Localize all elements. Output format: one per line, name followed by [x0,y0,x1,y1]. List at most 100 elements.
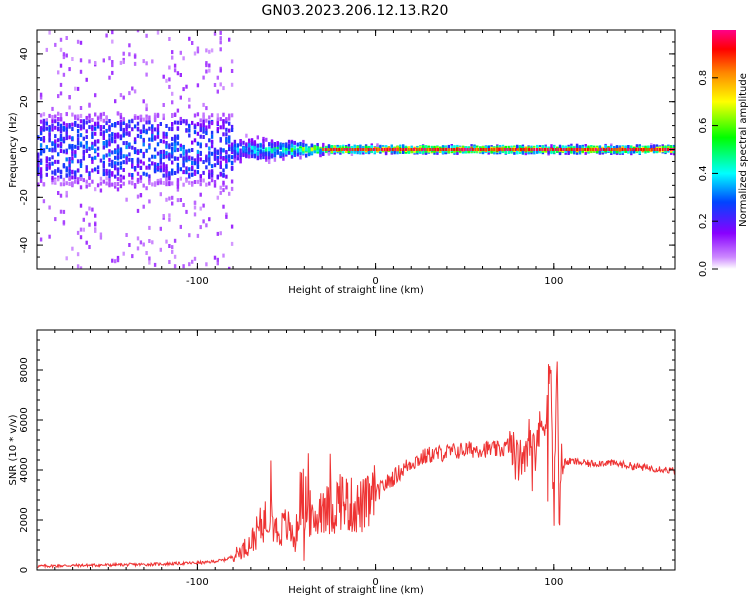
spectrogram-cell [219,165,222,169]
spectrogram-cell [587,145,590,150]
spectrogram-cell [82,217,85,222]
spectrogram-cell [54,178,57,183]
spectrogram-cell [102,154,105,159]
spectrogram-cell [199,126,202,131]
spectrogram-cell [253,144,257,149]
spectrogram-cell [159,226,162,231]
spectrogram-cell [108,177,111,182]
spectrogram-cell [196,153,200,158]
spectrogram-cell [205,143,208,148]
spectrogram-cell [165,177,168,182]
spectrogram-cell [427,148,430,153]
spectrogram-cell [179,50,182,55]
spectrogram-cell [199,174,202,179]
spectrogram-cell [327,144,331,149]
spectrogram-cell [119,127,123,132]
spectrogram-cell [199,144,202,149]
spectrogram-cell [125,141,128,145]
spectrogram-cell [230,142,234,147]
spectrogram-cell [433,145,436,150]
spectrogram-cell [68,124,71,129]
spectrogram-cell [165,144,168,149]
spectrogram-cell [91,168,94,173]
spectrogram-cell [65,256,68,261]
spectrogram-cell [482,148,485,151]
spectrogram-cell [57,159,60,164]
spectrogram-cell [59,182,63,187]
spectrogram-cell [42,118,46,123]
spectrogram-cell [136,133,140,138]
spectrogram-cell [173,137,177,142]
spectrogram-cell [225,140,228,145]
spectrogram-cell [68,157,71,161]
spectrogram-cell [216,121,219,126]
spectrogram-cell [613,150,616,155]
spectrogram-cell [173,120,177,125]
spectrogram-cell [382,146,385,151]
spectrogram-cell [421,148,423,151]
spectrogram-cell [102,136,105,140]
spectrogram-cell [279,142,282,147]
spectrogram-cell [48,126,51,131]
spectrogram-cell [386,148,389,151]
spectrogram-cell [228,113,231,118]
spectrogram-cell [168,153,171,158]
spectrogram-cell [128,52,131,57]
spectrogram-cell [199,225,202,230]
spectrogram-cell [116,132,120,137]
spectrogram-cell [125,233,128,237]
spectrogram-cell [65,190,68,195]
spectrogram-cell [131,86,134,91]
spectrogram-cell [148,199,151,204]
spectrogram-cell [222,132,225,137]
spectrogram-cell [191,148,194,152]
spectrogram-cell [99,232,103,237]
spectrogram-cell [509,148,512,151]
spectrogram-cell [39,160,43,165]
spectrogram-cell [145,130,148,135]
spectrogram-cell [330,145,334,149]
spectrogram-cell [122,128,125,133]
spectrogram-cell [213,31,217,36]
spectrogram-cell [667,145,670,150]
spectrogram-cell [122,160,125,165]
spectrogram-cell [125,124,128,129]
spectrogram-cell [233,139,237,144]
spectrogram-cell [85,140,88,145]
spectrogram-cell [549,148,552,151]
spectrogram-cell [405,148,407,151]
spectrogram-cell [59,137,63,142]
y-tick-label: -20 [19,189,30,205]
spectrogram-cell [133,150,137,155]
spectrogram-cell [268,155,271,160]
spectrogram-cell [128,152,131,157]
spectrogram-cell [59,91,63,96]
spectrogram-cell [105,128,108,133]
spectrogram-cell [162,113,165,118]
snr-ylabel: SNR (10 * v/v) [8,414,19,485]
spectrogram-cell [225,185,228,190]
spectrogram-cell [171,126,174,131]
spectrogram-cell [343,148,346,151]
spectrogram-cell [228,116,231,121]
spectrogram-cell [79,266,83,269]
spectrogram-cell [348,148,351,151]
spectrogram-cell [632,149,636,154]
spectrogram-cell [114,184,117,189]
spectrogram-cell [105,176,108,181]
spectrogram-cell [139,175,143,180]
spectrogram-cell [188,233,191,238]
spectrogram-cell [262,136,265,141]
spectrogram-cell [390,144,393,149]
spectrogram-cell [205,69,208,74]
spectrogram-cell [128,142,131,147]
spectrogram-cell [253,146,257,151]
spectrogram-cell [208,151,211,156]
spectrogram-cell [171,91,174,96]
spectrogram-cell [319,152,322,157]
snr-frame [36,329,676,571]
spectrogram-cell [230,160,234,165]
spectrogram-cell [62,72,66,77]
spectrogram-cell [136,121,140,126]
spectrogram-cell [102,168,105,173]
